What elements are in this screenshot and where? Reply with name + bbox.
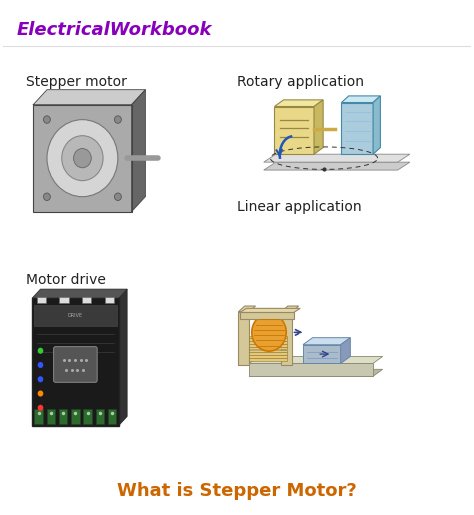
Text: Linear application: Linear application — [237, 199, 362, 214]
Polygon shape — [282, 306, 299, 312]
FancyBboxPatch shape — [249, 352, 287, 355]
FancyBboxPatch shape — [341, 102, 373, 154]
Circle shape — [37, 376, 43, 382]
Text: DRIVE: DRIVE — [68, 313, 83, 318]
FancyBboxPatch shape — [238, 312, 249, 365]
Polygon shape — [274, 100, 323, 107]
Circle shape — [114, 193, 121, 200]
FancyBboxPatch shape — [59, 409, 67, 423]
FancyBboxPatch shape — [35, 409, 43, 423]
Circle shape — [73, 148, 91, 168]
FancyBboxPatch shape — [274, 107, 314, 154]
FancyBboxPatch shape — [32, 298, 118, 425]
FancyBboxPatch shape — [249, 358, 287, 360]
FancyBboxPatch shape — [249, 336, 287, 338]
Polygon shape — [33, 90, 146, 105]
FancyBboxPatch shape — [249, 341, 287, 344]
Polygon shape — [249, 364, 373, 376]
Polygon shape — [303, 338, 350, 345]
FancyBboxPatch shape — [59, 297, 69, 303]
Polygon shape — [132, 90, 146, 212]
Polygon shape — [341, 338, 350, 364]
FancyBboxPatch shape — [37, 297, 46, 303]
FancyBboxPatch shape — [282, 312, 292, 365]
Text: ElectricalWorkbook: ElectricalWorkbook — [17, 21, 212, 39]
FancyBboxPatch shape — [240, 313, 294, 319]
Polygon shape — [249, 369, 383, 376]
FancyBboxPatch shape — [96, 409, 104, 423]
FancyBboxPatch shape — [303, 345, 341, 364]
Text: What is Stepper Motor?: What is Stepper Motor? — [117, 482, 357, 500]
Circle shape — [114, 116, 121, 123]
Polygon shape — [264, 162, 410, 170]
Circle shape — [37, 405, 43, 411]
FancyBboxPatch shape — [108, 409, 117, 423]
Circle shape — [47, 119, 118, 197]
Circle shape — [252, 314, 286, 351]
Circle shape — [37, 348, 43, 354]
Circle shape — [37, 362, 43, 368]
Polygon shape — [240, 308, 300, 313]
Polygon shape — [314, 100, 323, 154]
FancyBboxPatch shape — [105, 297, 114, 303]
Polygon shape — [32, 289, 127, 298]
FancyBboxPatch shape — [249, 338, 287, 341]
Circle shape — [44, 193, 50, 200]
Polygon shape — [118, 289, 127, 425]
FancyBboxPatch shape — [46, 409, 55, 423]
Text: Motor drive: Motor drive — [26, 273, 106, 287]
FancyBboxPatch shape — [249, 350, 287, 352]
Circle shape — [37, 390, 43, 397]
FancyBboxPatch shape — [54, 347, 97, 382]
Polygon shape — [373, 96, 380, 154]
Text: Rotary application: Rotary application — [237, 75, 364, 89]
FancyBboxPatch shape — [249, 344, 287, 347]
FancyBboxPatch shape — [34, 305, 117, 327]
Polygon shape — [238, 306, 255, 312]
FancyBboxPatch shape — [249, 355, 287, 358]
FancyBboxPatch shape — [82, 297, 91, 303]
Polygon shape — [341, 96, 380, 102]
FancyBboxPatch shape — [71, 409, 80, 423]
Circle shape — [62, 135, 103, 181]
FancyBboxPatch shape — [33, 105, 132, 212]
FancyBboxPatch shape — [83, 409, 92, 423]
Circle shape — [44, 116, 50, 123]
Text: Stepper motor: Stepper motor — [26, 75, 127, 89]
FancyBboxPatch shape — [249, 347, 287, 350]
Polygon shape — [249, 356, 383, 364]
Polygon shape — [264, 154, 410, 162]
